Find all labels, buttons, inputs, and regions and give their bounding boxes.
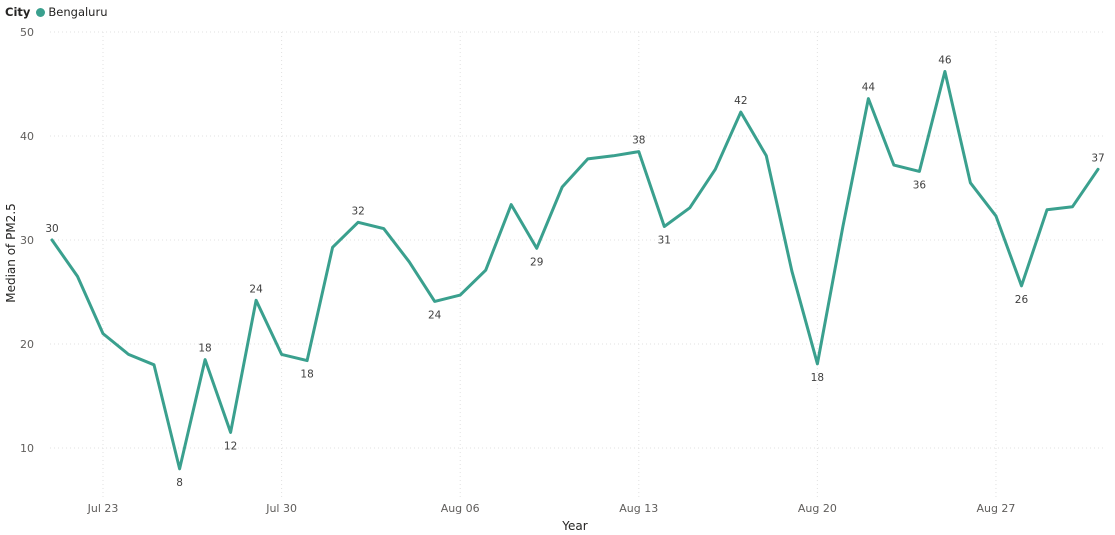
data-label: 42 [734,95,747,107]
data-label: 38 [632,135,645,147]
series-line-bengaluru[interactable] [50,70,1100,471]
data-label: 29 [530,256,543,268]
data-label: 37 [1091,152,1104,164]
x-tick-label: Jul 23 [87,502,119,515]
y-tick-label: 50 [20,26,34,39]
series-layer [50,70,1100,471]
x-tick-label: Aug 20 [798,502,837,515]
x-axis-title: Year [561,519,587,533]
legend-marker-icon [36,7,46,17]
x-tick-label: Aug 06 [441,502,480,515]
data-points [51,70,1099,470]
y-axis-ticks: 10 20 30 40 50 [20,26,34,455]
data-label: 36 [913,179,927,191]
y-tick-label: 30 [20,234,34,247]
data-label: 31 [658,234,671,246]
x-axis-ticks: Jul 23 Jul 30 Aug 06 Aug 13 Aug 20 Aug 27 [87,502,1016,515]
legend: City Bengaluru [5,4,108,20]
data-label: 18 [198,343,211,355]
data-label: 18 [300,369,313,381]
data-label: 8 [176,477,183,489]
data-label: 46 [938,55,952,67]
data-labels: 30 8 18 12 24 18 32 24 29 38 31 42 18 44 36 46 26 37 [45,55,1104,489]
legend-title: City [5,5,31,19]
legend-entry-bengaluru[interactable]: Bengaluru [48,5,108,19]
x-tick-label: Aug 13 [619,502,658,515]
x-tick-label: Jul 30 [265,502,297,515]
gridlines [50,31,1105,500]
data-label: 44 [862,82,876,94]
y-axis-title: Median of PM2.5 [4,203,18,303]
y-tick-label: 10 [20,442,34,455]
data-label: 26 [1015,294,1029,306]
data-label: 18 [811,372,824,384]
data-label: 30 [45,223,58,235]
data-label: 24 [428,309,442,321]
data-label: 12 [224,440,237,452]
data-label: 24 [249,283,263,295]
x-tick-label: Aug 27 [976,502,1015,515]
y-tick-label: 40 [20,130,34,143]
data-label: 32 [351,205,364,217]
y-tick-label: 20 [20,338,34,351]
